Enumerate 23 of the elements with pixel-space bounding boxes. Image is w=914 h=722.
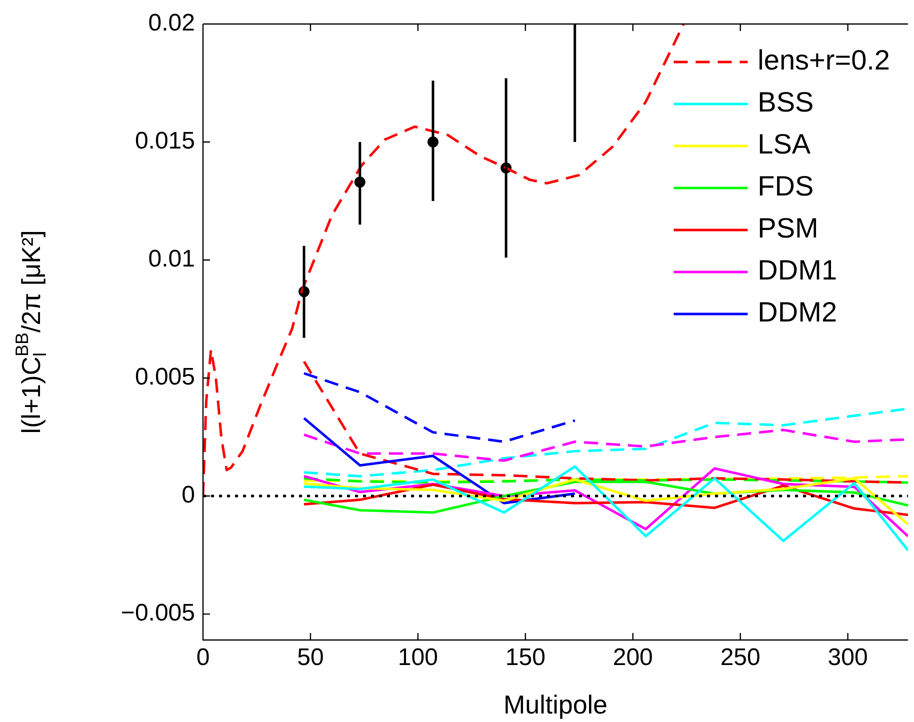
legend-label: BSS	[758, 86, 814, 118]
x-tick-label: 250	[720, 644, 760, 672]
legend-label: LSA	[758, 128, 811, 160]
y-tick-label: 0.005	[134, 364, 195, 391]
y-tick-label: 0	[182, 482, 195, 509]
legend-label: PSM	[758, 212, 818, 244]
x-tick-label: 100	[398, 644, 438, 672]
x-axis-title: Multipole	[503, 690, 608, 720]
line-series	[302, 372, 576, 443]
y-tick-label: 0.01	[148, 246, 195, 273]
x-tick-label: 200	[612, 644, 653, 672]
x-tick-label: 150	[505, 644, 546, 672]
line-series	[203, 24, 685, 498]
y-tick-label: 0.015	[134, 128, 195, 155]
legend-label: lens+r=0.2	[758, 44, 890, 76]
x-tick-label: 300	[828, 644, 868, 672]
x-tick-label: 50	[297, 644, 324, 672]
y-tick-label: 0.02	[148, 10, 195, 37]
y-tick-label: −0.005	[120, 600, 195, 627]
legend-label: DDM2	[758, 296, 838, 328]
legend-label: DDM1	[758, 254, 838, 286]
y-axis-title: l(l+1)ClBB/2π [μK²]	[12, 230, 50, 434]
legend-label: FDS	[758, 170, 814, 202]
